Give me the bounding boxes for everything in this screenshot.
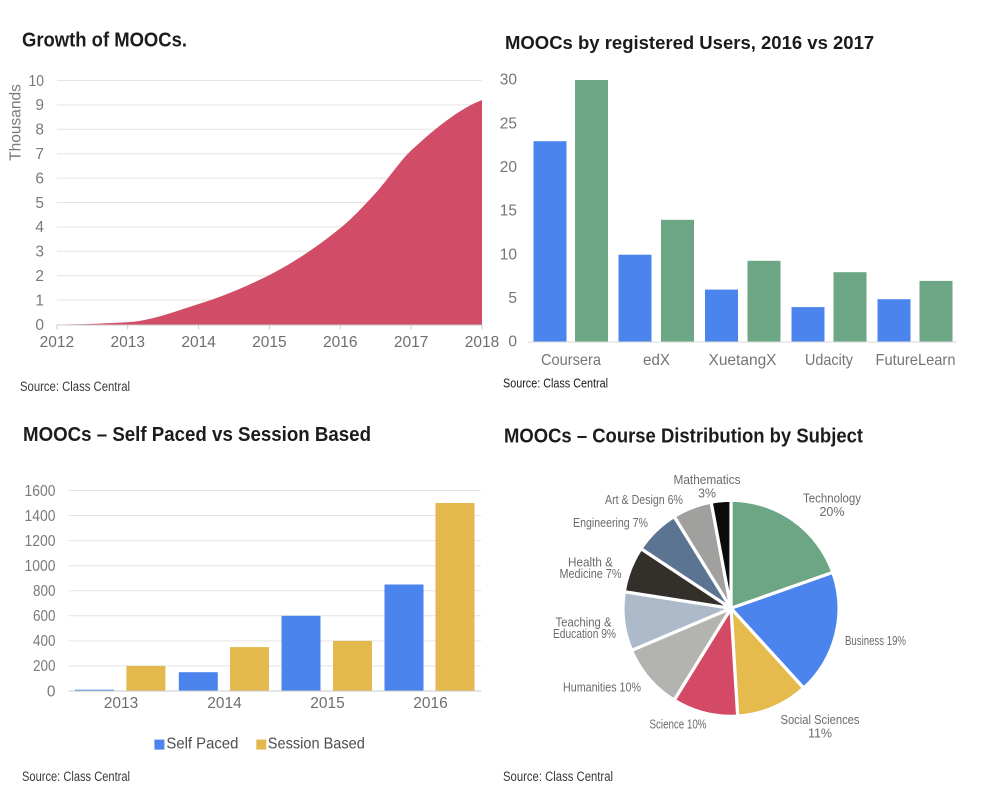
svg-text:1200: 1200 (25, 533, 56, 550)
svg-text:Education 9%: Education 9% (553, 627, 616, 641)
svg-text:Technology: Technology (803, 492, 862, 506)
svg-text:1000: 1000 (25, 558, 56, 575)
svg-text:Self Paced: Self Paced (166, 736, 238, 753)
svg-text:0: 0 (35, 317, 44, 334)
svg-text:Engineering 7%: Engineering 7% (573, 516, 648, 530)
svg-text:1600: 1600 (25, 483, 56, 500)
svg-text:2016: 2016 (413, 695, 447, 712)
svg-text:Thousands: Thousands (8, 84, 25, 161)
svg-text:30: 30 (500, 72, 518, 89)
svg-text:8: 8 (35, 122, 44, 139)
svg-text:Udacity: Udacity (805, 352, 853, 369)
svg-text:20%: 20% (819, 505, 844, 519)
svg-text:edX: edX (643, 352, 670, 369)
svg-text:0: 0 (508, 334, 517, 351)
svg-text:600: 600 (33, 608, 56, 625)
svg-text:FutureLearn: FutureLearn (876, 352, 956, 369)
svg-text:XuetangX: XuetangX (709, 352, 777, 369)
svg-text:6: 6 (35, 170, 44, 187)
svg-text:Coursera: Coursera (541, 352, 601, 369)
svg-text:Teaching &: Teaching & (556, 616, 613, 630)
svg-text:2: 2 (35, 268, 44, 285)
svg-text:Health &: Health & (568, 555, 614, 569)
svg-text:1: 1 (35, 292, 44, 309)
svg-text:7: 7 (35, 146, 44, 163)
svg-text:2012: 2012 (40, 334, 74, 351)
svg-text:2015: 2015 (252, 334, 286, 351)
svg-text:3: 3 (35, 244, 44, 261)
svg-text:200: 200 (33, 658, 56, 675)
svg-text:Science 10%: Science 10% (650, 718, 707, 732)
svg-text:25: 25 (500, 115, 517, 132)
svg-text:400: 400 (33, 633, 56, 650)
svg-text:Source: Class Central: Source: Class Central (503, 377, 608, 391)
svg-text:2017: 2017 (394, 334, 428, 351)
svg-text:Social Sciences: Social Sciences (781, 713, 860, 727)
svg-text:2015: 2015 (310, 695, 344, 712)
svg-text:MOOCs – Self Paced vs Session: MOOCs – Self Paced vs Session Based (23, 424, 371, 446)
svg-text:2013: 2013 (110, 334, 144, 351)
svg-text:Source: Class Central: Source: Class Central (20, 379, 130, 394)
svg-text:10: 10 (29, 73, 45, 90)
svg-text:5: 5 (35, 195, 44, 212)
svg-text:Session Based: Session Based (268, 736, 365, 753)
svg-text:10: 10 (500, 246, 518, 263)
svg-text:2018: 2018 (465, 334, 499, 351)
svg-text:Humanities 10%: Humanities 10% (563, 681, 641, 695)
svg-text:2014: 2014 (181, 334, 216, 351)
svg-text:Medicine 7%: Medicine 7% (560, 567, 622, 581)
svg-text:Source: Class Central: Source: Class Central (503, 769, 613, 784)
svg-text:20: 20 (500, 159, 518, 176)
svg-text:Source: Class Central: Source: Class Central (22, 769, 130, 784)
svg-text:4: 4 (35, 219, 44, 236)
svg-text:1400: 1400 (25, 508, 56, 525)
svg-text:15: 15 (500, 203, 517, 220)
svg-text:MOOCs by registered Users, 201: MOOCs by registered Users, 2016 vs 2017 (505, 32, 874, 53)
svg-text:Business 19%: Business 19% (845, 634, 906, 648)
svg-text:11%: 11% (808, 727, 832, 741)
svg-text:5: 5 (508, 290, 517, 307)
svg-text:800: 800 (33, 583, 56, 600)
svg-text:Growth of MOOCs.: Growth of MOOCs. (22, 29, 187, 51)
svg-text:Mathematics: Mathematics (674, 473, 741, 487)
svg-text:3%: 3% (698, 487, 716, 501)
svg-text:Art & Design 6%: Art & Design 6% (605, 493, 683, 507)
svg-text:MOOCs – Course Distribution by: MOOCs – Course Distribution by Subject (504, 426, 863, 448)
svg-text:9: 9 (35, 97, 44, 114)
svg-text:2013: 2013 (104, 695, 138, 712)
svg-text:2016: 2016 (323, 334, 357, 351)
svg-text:2014: 2014 (207, 695, 242, 712)
svg-text:0: 0 (47, 683, 56, 700)
